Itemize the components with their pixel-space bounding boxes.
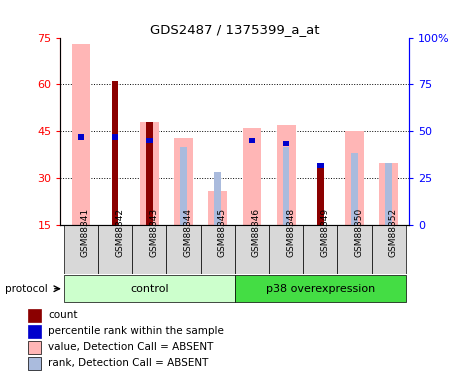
Bar — [385, 162, 392, 225]
Bar — [180, 147, 187, 225]
Title: GDS2487 / 1375399_a_at: GDS2487 / 1375399_a_at — [150, 23, 319, 36]
Text: GSM88346: GSM88346 — [252, 208, 261, 257]
Bar — [235, 275, 406, 302]
Text: GSM88343: GSM88343 — [149, 208, 159, 257]
Bar — [208, 190, 227, 225]
Bar — [338, 225, 372, 274]
Bar — [345, 131, 364, 225]
Bar — [140, 122, 159, 225]
Bar — [283, 147, 289, 225]
Bar — [64, 225, 98, 274]
Bar — [174, 138, 193, 225]
Text: GSM88350: GSM88350 — [354, 208, 364, 257]
Text: GSM88345: GSM88345 — [218, 208, 227, 257]
Text: control: control — [130, 284, 169, 294]
Text: GSM88341: GSM88341 — [81, 208, 90, 257]
Bar — [283, 141, 289, 146]
Bar — [379, 162, 398, 225]
Bar — [146, 122, 153, 225]
Bar — [98, 225, 132, 274]
Bar — [146, 138, 153, 143]
Text: value, Detection Call = ABSENT: value, Detection Call = ABSENT — [48, 342, 214, 352]
Text: GSM88342: GSM88342 — [115, 208, 124, 257]
Bar — [214, 172, 221, 225]
Bar — [132, 225, 166, 274]
Bar — [28, 309, 41, 322]
Text: GSM88352: GSM88352 — [389, 208, 398, 257]
Bar — [235, 225, 269, 274]
Bar — [72, 44, 90, 225]
Bar — [28, 357, 41, 370]
Text: rank, Detection Call = ABSENT: rank, Detection Call = ABSENT — [48, 358, 209, 368]
Text: p38 overexpression: p38 overexpression — [266, 284, 375, 294]
Bar — [249, 138, 255, 143]
Bar — [317, 162, 324, 225]
Bar — [28, 341, 41, 354]
Bar — [317, 162, 324, 168]
Bar — [166, 225, 200, 274]
Bar — [78, 134, 84, 140]
Bar — [243, 128, 261, 225]
Bar — [269, 225, 303, 274]
Bar — [28, 325, 41, 338]
Text: percentile rank within the sample: percentile rank within the sample — [48, 326, 224, 336]
Bar — [351, 153, 358, 225]
Bar — [112, 134, 119, 140]
Bar — [303, 225, 338, 274]
Text: GSM88348: GSM88348 — [286, 208, 295, 257]
Text: GSM88344: GSM88344 — [184, 208, 193, 257]
Bar — [372, 225, 406, 274]
Bar — [200, 225, 235, 274]
Bar — [64, 275, 235, 302]
Bar — [277, 125, 296, 225]
Text: count: count — [48, 310, 78, 321]
Bar — [112, 81, 119, 225]
Text: GSM88349: GSM88349 — [320, 208, 329, 257]
Text: protocol: protocol — [5, 284, 47, 294]
